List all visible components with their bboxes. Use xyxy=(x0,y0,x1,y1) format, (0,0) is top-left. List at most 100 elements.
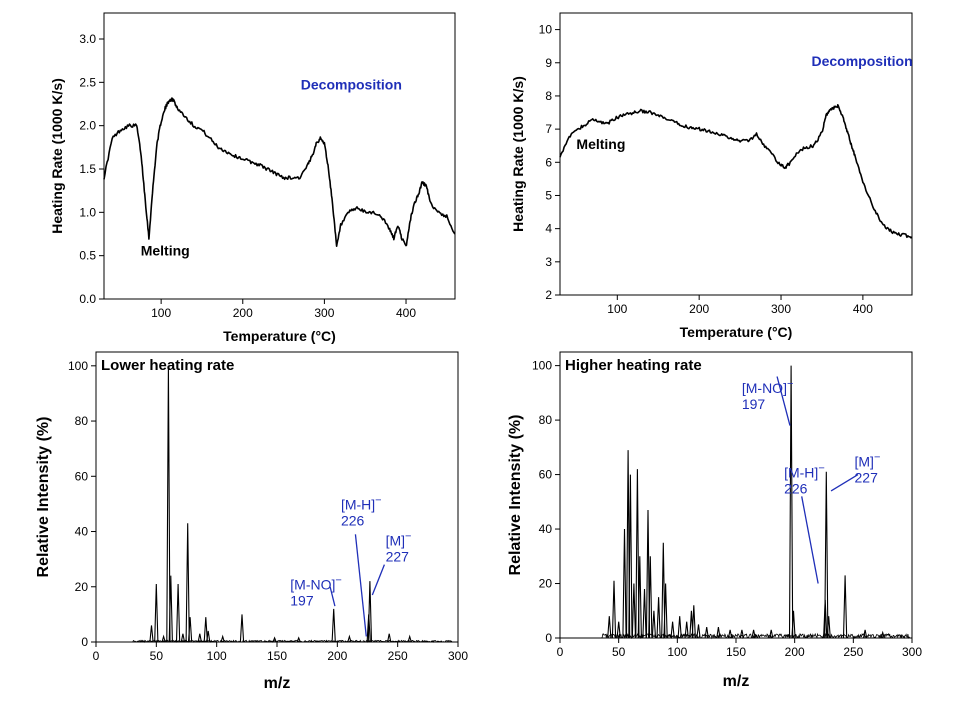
peak-label-ion: [M]− xyxy=(386,530,412,548)
peak-label-leader xyxy=(372,565,384,595)
spectrum-peak xyxy=(671,622,674,638)
panel-title: Higher heating rate xyxy=(565,357,702,374)
spectrum-peak xyxy=(740,630,743,638)
spectrum-peak xyxy=(612,581,615,638)
x-tick-label: 300 xyxy=(448,649,468,663)
spectrum-peak xyxy=(240,614,243,642)
x-tick-label: 250 xyxy=(388,649,408,663)
y-tick-label: 4 xyxy=(545,222,552,236)
y-tick-label: 1.5 xyxy=(79,162,96,176)
y-tick-label: 5 xyxy=(545,188,552,202)
peak-label-ion: [M-NO]− xyxy=(742,378,794,396)
peak-label-mz: 226 xyxy=(341,512,365,528)
spectrum-peak xyxy=(273,638,276,642)
x-tick-label: 200 xyxy=(327,649,347,663)
peak-label-mz: 227 xyxy=(386,548,410,564)
spectrum-peak xyxy=(629,475,632,638)
x-tick-label: 300 xyxy=(771,302,791,316)
y-tick-label: 40 xyxy=(75,525,89,539)
peak-label-ion: [M]− xyxy=(855,451,881,469)
peak-label-leader xyxy=(355,534,366,636)
annotation-decomposition: Decomposition xyxy=(301,76,402,92)
x-tick-label: 400 xyxy=(396,306,416,320)
spectrum-peak xyxy=(623,529,626,638)
y-tick-label: 10 xyxy=(539,23,553,37)
peak-label-ion: [M-H]− xyxy=(784,462,825,480)
x-axis-label: m/z xyxy=(264,675,291,692)
x-tick-label: 200 xyxy=(233,306,253,320)
spectrum-peak xyxy=(332,609,335,642)
y-tick-label: 80 xyxy=(75,414,89,428)
y-tick-label: 60 xyxy=(539,468,553,482)
spectrum-peak xyxy=(729,630,732,638)
x-tick-label: 150 xyxy=(267,649,287,663)
plot-frame xyxy=(560,352,912,638)
mass-spectrum-high: 0 50 100 150 200 250 300 0 20 40 60 80 100 m/z Relativ… xyxy=(507,352,922,690)
y-tick-label: 8 xyxy=(545,89,552,103)
y-tick-label: 9 xyxy=(545,56,552,70)
x-tick-label: 0 xyxy=(557,645,564,659)
y-tick-label: 2.5 xyxy=(79,75,96,89)
x-tick-label: 100 xyxy=(207,649,227,663)
plot-frame xyxy=(96,352,458,642)
y-axis-label: Relative Intensity (%) xyxy=(35,417,52,578)
y-tick-label: 40 xyxy=(539,522,553,536)
x-tick-label: 300 xyxy=(902,645,922,659)
x-tick-label: 0 xyxy=(93,649,100,663)
annotation-melting: Melting xyxy=(576,136,625,152)
annotation-decomposition: Decomposition xyxy=(812,53,913,69)
peak-label-mz: 197 xyxy=(290,593,314,609)
y-tick-label: 2 xyxy=(545,288,552,302)
x-tick-label: 100 xyxy=(667,645,687,659)
y-axis-label: Heating Rate (1000 K/s) xyxy=(510,76,526,232)
spectrum-peak xyxy=(632,584,635,639)
x-tick-label: 400 xyxy=(853,302,873,316)
spectrum-peak xyxy=(657,597,660,638)
heating-rate-chart-low: 100 200 300 400 0.0 0.5 1.0 1.5 2.0 2.5 3.0 Tempera… xyxy=(49,13,455,344)
panel-title: Lower heating rate xyxy=(101,357,234,374)
spectrum-peak xyxy=(652,611,655,638)
x-tick-label: 200 xyxy=(785,645,805,659)
x-tick-label: 50 xyxy=(612,645,626,659)
spectrum-peak xyxy=(844,575,847,638)
x-tick-label: 250 xyxy=(843,645,863,659)
spectrum-peak xyxy=(697,624,700,638)
spectrum-peak xyxy=(608,616,611,638)
y-tick-label: 6 xyxy=(545,155,552,169)
spectrum-peak xyxy=(177,584,180,642)
peak-label-mz: 226 xyxy=(784,480,808,496)
spectrum-peak xyxy=(643,589,646,638)
x-tick-label: 300 xyxy=(314,306,334,320)
peak-label-leader xyxy=(802,496,818,583)
y-tick-label: 100 xyxy=(532,359,552,373)
x-tick-label: 100 xyxy=(607,302,627,316)
spectrum-peak xyxy=(692,605,695,638)
x-axis-label: Temperature (°C) xyxy=(680,324,793,340)
y-axis-label: Heating Rate (1000 K/s) xyxy=(49,78,65,234)
x-tick-label: 50 xyxy=(150,649,164,663)
heating-curve xyxy=(560,105,912,238)
y-tick-label: 3.0 xyxy=(79,32,96,46)
peak-label-ion: [M-H]− xyxy=(341,494,382,512)
x-axis-label: m/z xyxy=(723,673,750,690)
x-tick-label: 150 xyxy=(726,645,746,659)
y-tick-label: 7 xyxy=(545,122,552,136)
peak-label-ion: [M-NO]− xyxy=(290,575,342,593)
figure: 100 200 300 4000.00.51.01.52.02.53.0Tempera… xyxy=(0,0,963,703)
y-tick-label: 20 xyxy=(539,577,553,591)
mass-spectrum-low: 0 50 100 150 200 250 300020406080100m/zRelativ… xyxy=(35,352,468,692)
x-tick-label: 200 xyxy=(689,302,709,316)
y-tick-label: 1.0 xyxy=(79,205,96,219)
y-tick-label: 0 xyxy=(545,631,552,645)
heating-curve xyxy=(104,98,455,246)
y-tick-label: 100 xyxy=(68,359,88,373)
x-axis-label: Temperature (°C) xyxy=(223,328,336,344)
peak-label-mz: 197 xyxy=(742,396,766,412)
spectrum-peak xyxy=(167,366,170,642)
y-tick-label: 3 xyxy=(545,255,552,269)
spectrum-peak xyxy=(150,625,153,642)
y-tick-label: 0.0 xyxy=(79,292,96,306)
y-tick-label: 20 xyxy=(75,580,89,594)
peak-label-mz: 227 xyxy=(855,469,879,485)
x-tick-label: 100 xyxy=(151,306,171,320)
